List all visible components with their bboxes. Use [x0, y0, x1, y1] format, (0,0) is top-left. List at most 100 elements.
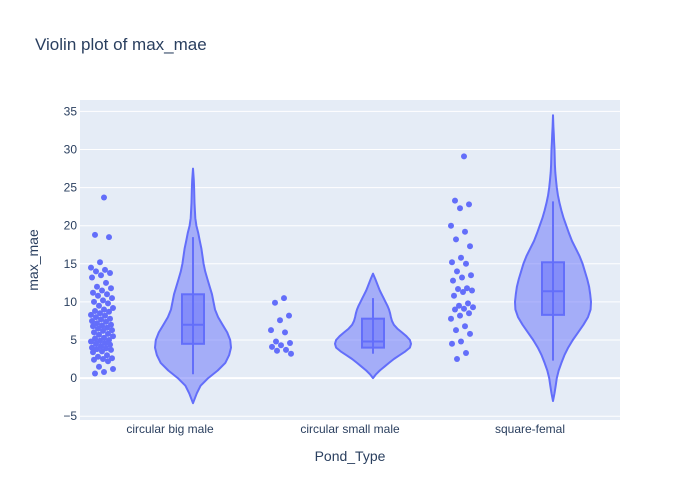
violin-box [541, 261, 565, 316]
data-point [93, 268, 99, 275]
data-point [273, 338, 279, 345]
data-point [282, 329, 288, 336]
data-point [455, 286, 461, 292]
x-tick-label: circular big male [126, 422, 214, 436]
data-point [469, 287, 475, 294]
data-point [110, 305, 116, 311]
data-point [95, 325, 101, 332]
data-point [465, 300, 471, 307]
data-point [99, 287, 105, 294]
data-point [460, 289, 466, 295]
data-point [103, 279, 109, 286]
data-point [283, 346, 289, 353]
data-point [104, 352, 110, 359]
data-point [100, 356, 106, 362]
data-point [269, 343, 275, 350]
data-point [96, 363, 102, 370]
data-point [468, 272, 474, 279]
data-point [466, 201, 472, 208]
data-point [101, 194, 107, 201]
data-point [91, 329, 97, 336]
data-point [268, 327, 274, 334]
data-point [463, 350, 469, 356]
data-point [107, 341, 113, 348]
data-point [95, 292, 101, 299]
y-axis-title: max_mae [25, 229, 41, 291]
data-point [463, 260, 469, 267]
y-tick-label: 10 [64, 295, 78, 309]
data-point [459, 274, 465, 281]
x-tick-labels: circular big male circular small male squa… [126, 422, 565, 436]
violin-box [361, 317, 385, 349]
data-point [281, 295, 287, 302]
data-point [100, 327, 106, 334]
data-point [454, 356, 460, 362]
data-point [456, 302, 462, 309]
data-point [467, 243, 473, 250]
data-point [97, 310, 103, 317]
data-point [92, 308, 98, 314]
y-tick-label: 5 [70, 333, 77, 347]
chart-title: Violin plot of max_mae [35, 35, 207, 54]
y-tick-label: 20 [64, 219, 78, 233]
y-tick-label: 35 [64, 104, 78, 118]
data-point [452, 197, 458, 204]
data-point [108, 285, 114, 292]
data-point [104, 291, 110, 298]
data-point [98, 316, 104, 323]
data-point [89, 274, 95, 281]
data-point [90, 349, 96, 356]
data-point [109, 327, 115, 334]
data-point [91, 356, 97, 363]
violin-box [181, 293, 205, 345]
data-point [98, 272, 104, 279]
data-point [107, 270, 113, 276]
data-point [102, 266, 108, 273]
data-point [458, 338, 464, 345]
data-point [90, 323, 96, 330]
data-point [105, 300, 111, 307]
data-point [288, 350, 294, 357]
data-point [100, 297, 106, 304]
data-point [453, 327, 459, 334]
y-tick-label: −5 [63, 409, 77, 423]
data-point [94, 283, 100, 290]
data-point [96, 302, 102, 309]
data-point [457, 205, 463, 212]
data-point [92, 231, 98, 238]
data-point [101, 369, 107, 375]
x-tick-label: square-femal [495, 422, 565, 436]
data-point [110, 333, 116, 340]
data-point [287, 340, 293, 346]
data-point [93, 314, 99, 321]
data-point [449, 340, 455, 347]
data-point [93, 340, 99, 347]
data-point [454, 268, 460, 275]
data-point [109, 295, 115, 302]
data-point [277, 317, 283, 324]
data-point [461, 305, 467, 312]
point-traces [88, 153, 476, 377]
data-point [96, 331, 102, 338]
data-point [88, 338, 94, 345]
data-point [97, 259, 103, 266]
data-point [286, 312, 292, 319]
data-point [90, 289, 96, 296]
data-point [101, 306, 107, 313]
data-point [452, 306, 458, 313]
data-point [464, 285, 470, 292]
data-point [99, 348, 105, 355]
data-point [103, 318, 109, 325]
data-point [88, 264, 94, 271]
y-tick-label: 0 [70, 371, 77, 385]
data-point [462, 323, 468, 330]
data-point [89, 318, 95, 324]
data-point [470, 304, 476, 311]
data-point [466, 310, 472, 317]
y-tick-label: 30 [64, 143, 78, 157]
y-tick-label: 25 [64, 181, 78, 195]
data-point [92, 370, 98, 377]
data-point [453, 236, 459, 243]
data-point [110, 366, 116, 372]
data-point [278, 342, 284, 349]
